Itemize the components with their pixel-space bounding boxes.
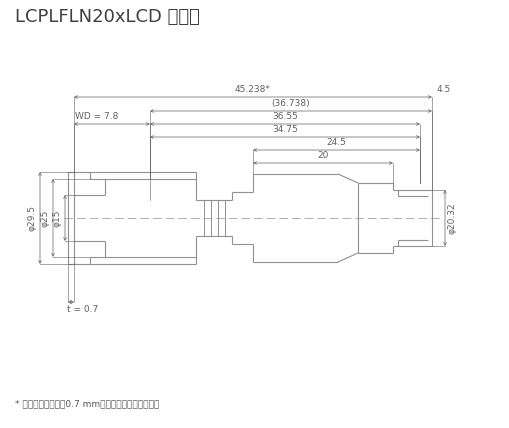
Text: * 同焦点距离为透过0.7 mm厚度玻璃观察时的尺寸。: * 同焦点距离为透过0.7 mm厚度玻璃观察时的尺寸。 [15,399,159,408]
Text: 36.55: 36.55 [271,112,297,121]
Text: φ15: φ15 [53,209,62,227]
Text: LCPLFLN20xLCD 尺寸图: LCPLFLN20xLCD 尺寸图 [15,8,200,26]
Text: φ25: φ25 [41,209,50,227]
Text: 45.238*: 45.238* [235,85,270,94]
Text: φ20.32: φ20.32 [447,202,456,234]
Text: 4.5: 4.5 [436,85,450,94]
Text: 24.5: 24.5 [326,138,346,147]
Text: 20: 20 [317,151,328,160]
Text: φ29.5: φ29.5 [28,205,37,231]
Text: WD = 7.8: WD = 7.8 [75,112,118,121]
Text: t = 0.7: t = 0.7 [67,305,98,314]
Text: 34.75: 34.75 [272,125,297,134]
Text: (36.738): (36.738) [271,99,309,108]
